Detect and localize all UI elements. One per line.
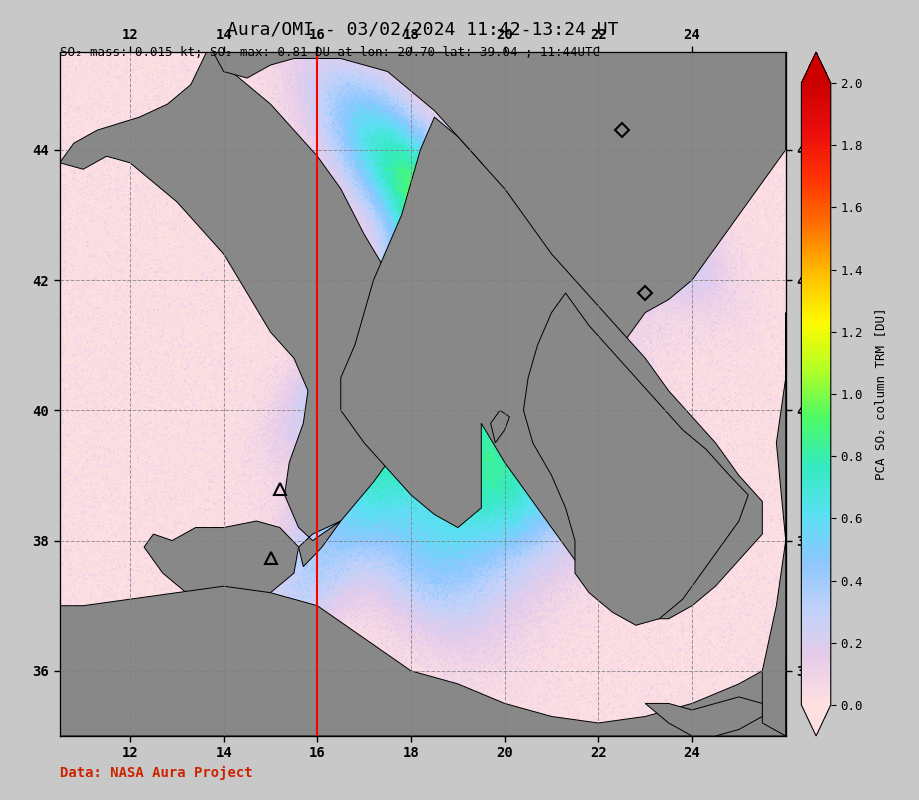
Text: Aura/OMI - 03/02/2024 11:42-13:24 UT: Aura/OMI - 03/02/2024 11:42-13:24 UT: [227, 20, 618, 38]
PathPatch shape: [801, 705, 831, 736]
Polygon shape: [144, 521, 299, 606]
Polygon shape: [60, 586, 786, 736]
Y-axis label: PCA SO₂ column TRM [DU]: PCA SO₂ column TRM [DU]: [874, 308, 887, 480]
Polygon shape: [524, 293, 748, 626]
Polygon shape: [60, 46, 420, 566]
Text: Data: NASA Aura Project: Data: NASA Aura Project: [60, 766, 253, 780]
Polygon shape: [341, 117, 763, 618]
Text: SO₂ mass: 0.015 kt; SO₂ max: 0.81 DU at lon: 20.70 lat: 39.04 ; 11:44UTC: SO₂ mass: 0.015 kt; SO₂ max: 0.81 DU at …: [60, 46, 600, 58]
Polygon shape: [491, 410, 509, 443]
Polygon shape: [645, 697, 763, 736]
Polygon shape: [210, 46, 786, 345]
PathPatch shape: [801, 52, 831, 83]
Polygon shape: [763, 313, 786, 736]
